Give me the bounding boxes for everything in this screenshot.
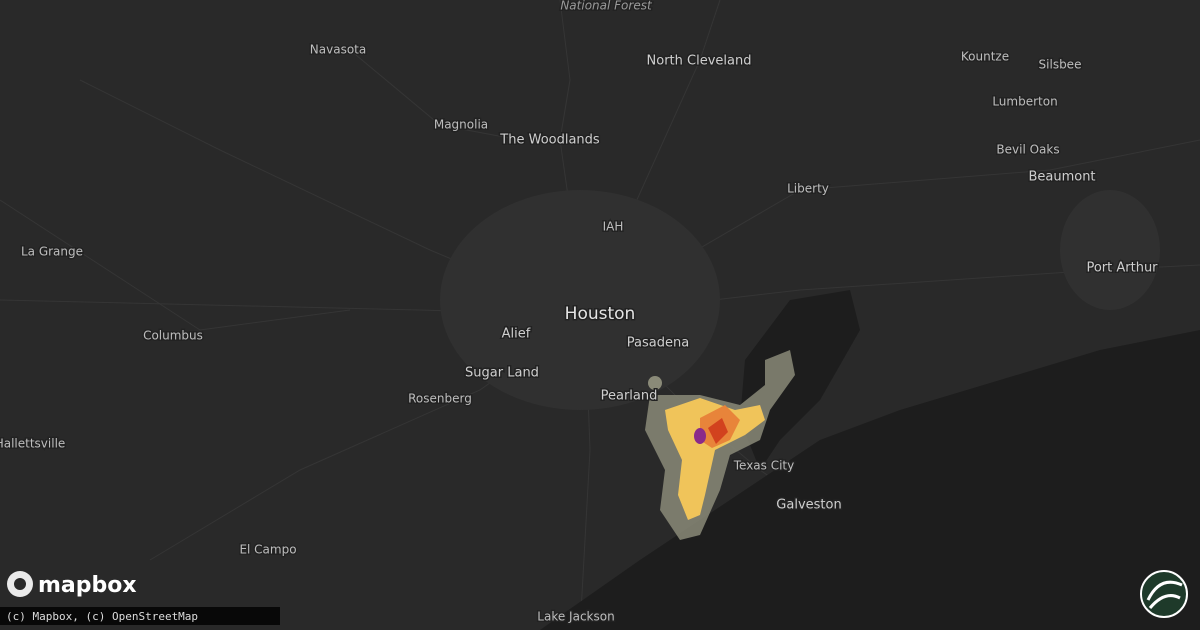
place-labels: National Forest North Cleveland Navasota… [0,0,1160,625]
place-label: North Cleveland [647,54,752,69]
place-label: Liberty [787,182,829,196]
place-label: Magnolia [434,118,488,132]
place-label: Lumberton [992,95,1057,109]
place-label: IAH [603,220,624,234]
place-label: Silsbee [1039,58,1082,72]
attribution-box [0,607,280,625]
place-label: Rosenberg [408,392,472,406]
place-label: Bevil Oaks [996,143,1059,157]
place-label: Navasota [310,43,366,57]
hail-swath [645,350,795,540]
place-label: Houston [565,304,636,324]
place-label: El Campo [239,543,296,557]
logo-text: mapbox [38,573,137,598]
place-label: Texas City [733,459,795,473]
place-label: Kountze [961,50,1009,64]
place-label: Pasadena [627,336,689,351]
urban-area [440,190,1160,410]
place-label: Lake Jackson [537,610,614,624]
place-label: Alief [502,327,531,342]
place-label: Hallettsville [0,437,65,451]
attribution[interactable]: (c) Mapbox, (c) OpenStreetMap [6,610,198,623]
place-label: La Grange [21,245,83,259]
place-label: National Forest [560,0,653,13]
place-label: The Woodlands [499,133,600,148]
gulf-water [540,330,1200,630]
place-label: Pearland [601,389,658,404]
place-label: Columbus [143,329,203,343]
galveston-bay [740,290,860,470]
place-label: Sugar Land [465,366,539,381]
mapbox-logo[interactable]: mapbox [7,571,137,598]
brand-badge [1140,570,1188,618]
place-label: Beaumont [1028,170,1095,185]
place-label: Port Arthur [1086,261,1158,276]
place-label: Galveston [776,498,841,513]
